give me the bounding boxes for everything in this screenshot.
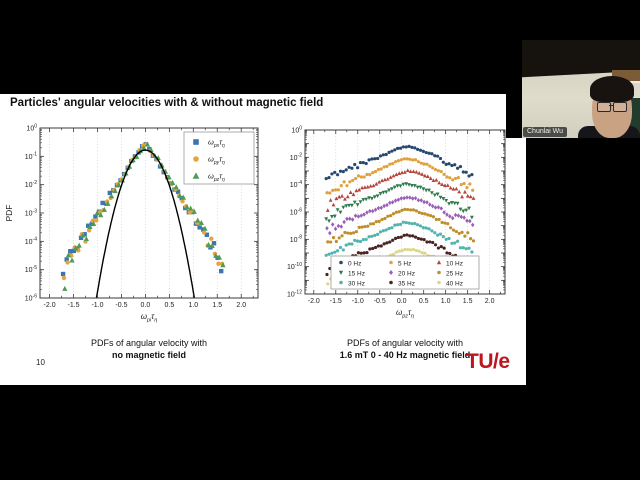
- svg-text:-1.5: -1.5: [330, 298, 342, 305]
- webcam-video: Chunlai Wu: [522, 40, 640, 138]
- left-caption-line2: no magnetic field: [111, 350, 186, 360]
- svg-text:ωpxτη: ωpxτη: [208, 138, 225, 149]
- tue-logo: TU/e: [466, 350, 510, 373]
- svg-text:2.0: 2.0: [236, 302, 246, 309]
- svg-text:20 Hz: 20 Hz: [398, 271, 415, 278]
- svg-text:1.0: 1.0: [441, 298, 451, 305]
- svg-text:1.0: 1.0: [188, 302, 198, 309]
- svg-text:10-6: 10-6: [290, 207, 302, 216]
- svg-text:10-5: 10-5: [25, 265, 37, 274]
- slide-title: Particles' angular velocities with & wit…: [10, 97, 324, 109]
- svg-text:PDF: PDF: [4, 205, 14, 222]
- svg-text:5 Hz: 5 Hz: [398, 261, 411, 268]
- svg-text:-0.5: -0.5: [374, 298, 386, 305]
- svg-text:ωpyτη: ωpyτη: [208, 155, 225, 166]
- left-caption-line1: PDFs of angular velocity with: [90, 338, 208, 348]
- svg-text:40 Hz: 40 Hz: [446, 281, 463, 288]
- svg-text:-2.0: -2.0: [44, 302, 56, 309]
- svg-text:10-1: 10-1: [25, 152, 37, 161]
- svg-text:30 Hz: 30 Hz: [348, 281, 365, 288]
- svg-text:-0.5: -0.5: [115, 302, 127, 309]
- right-caption-line1: PDFs of angular velocity with: [346, 338, 464, 348]
- svg-text:ωpiτη: ωpiτη: [141, 312, 158, 323]
- svg-text:10-3: 10-3: [25, 208, 37, 217]
- svg-text:0.5: 0.5: [419, 298, 429, 305]
- svg-text:0.0: 0.0: [397, 298, 407, 305]
- svg-text:15 Hz: 15 Hz: [348, 271, 365, 278]
- svg-text:35 Hz: 35 Hz: [398, 281, 415, 288]
- svg-text:10-12: 10-12: [287, 289, 302, 298]
- slide-page-number: 10: [36, 358, 45, 367]
- svg-text:10-4: 10-4: [25, 237, 37, 246]
- svg-text:10-10: 10-10: [287, 262, 302, 271]
- svg-text:10-6: 10-6: [25, 293, 37, 302]
- svg-text:10-2: 10-2: [290, 153, 302, 162]
- presentation-slide: Particles' angular velocities with & wit…: [0, 94, 526, 385]
- right-pdf-chart: -2.0 -1.5 -1.0 -0.5 0.0 0.5 1.0 1.5 2.0 100 10-2 10…: [262, 120, 526, 360]
- person-glasses: [596, 102, 628, 112]
- svg-text:0.5: 0.5: [164, 302, 174, 309]
- person-hair: [590, 76, 634, 102]
- left-chart-caption: PDFs of angular velocity with no magneti…: [20, 337, 278, 361]
- svg-text:10-8: 10-8: [290, 235, 302, 244]
- svg-text:ωpzτη: ωpzτη: [396, 308, 414, 319]
- left-pdf-chart: -2.0 -1.5 -1.0 -0.5 0.0 0.5 1.0 1.5 2.0 100 10-1 10…: [0, 120, 270, 360]
- svg-text:-2.0: -2.0: [308, 298, 320, 305]
- svg-text:25 Hz: 25 Hz: [446, 271, 463, 278]
- svg-text:10-4: 10-4: [290, 180, 302, 189]
- svg-text:100: 100: [26, 123, 37, 132]
- svg-text:-1.0: -1.0: [91, 302, 103, 309]
- svg-text:1.5: 1.5: [212, 302, 222, 309]
- svg-text:0.0: 0.0: [141, 302, 151, 309]
- svg-text:-1.5: -1.5: [68, 302, 80, 309]
- glasses-left-lens: [597, 102, 611, 112]
- svg-text:1.5: 1.5: [463, 298, 473, 305]
- svg-text:100: 100: [291, 125, 302, 134]
- svg-text:2.0: 2.0: [485, 298, 495, 305]
- svg-text:-1.0: -1.0: [352, 298, 364, 305]
- right-caption-line2: 1.6 mT 0 - 40 Hz magnetic field: [339, 350, 471, 360]
- glasses-bridge: [609, 105, 613, 106]
- svg-text:0 Hz: 0 Hz: [348, 261, 361, 268]
- glasses-right-lens: [613, 102, 627, 112]
- right-chart-caption: PDFs of angular velocity with 1.6 mT 0 -…: [276, 337, 534, 361]
- svg-text:ωpzτη: ωpzτη: [208, 172, 225, 183]
- participant-name-label: Chunlai Wu: [523, 127, 568, 137]
- svg-text:10-2: 10-2: [25, 180, 37, 189]
- svg-text:10 Hz: 10 Hz: [446, 261, 463, 268]
- webcam-tile[interactable]: Chunlai Wu: [506, 40, 640, 138]
